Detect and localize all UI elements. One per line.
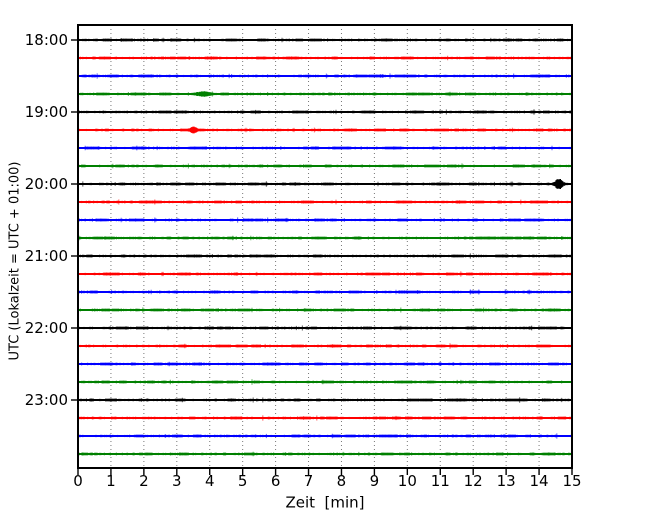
- x-tick-label-5: 5: [237, 472, 248, 490]
- y-tick-label-20:00: 20:00: [24, 175, 68, 193]
- x-tick-label-4: 4: [204, 472, 215, 490]
- x-tick-label-6: 6: [270, 472, 281, 490]
- x-tick-label-14: 14: [529, 472, 549, 490]
- x-tick-label-1: 1: [106, 472, 116, 490]
- plot-border: [77, 24, 573, 469]
- x-tick-label-2: 2: [139, 472, 149, 490]
- y-tick-label-21:00: 21:00: [24, 247, 68, 265]
- x-tick-label-10: 10: [397, 472, 417, 490]
- x-tick-label-12: 12: [463, 472, 483, 490]
- y-tick-label-19:00: 19:00: [24, 103, 68, 121]
- x-tick-label-11: 11: [430, 472, 450, 490]
- x-tick-label-15: 15: [562, 472, 582, 490]
- x-axis-title: Zeit [min]: [285, 493, 365, 512]
- seismic-event-marker-19:15: [185, 126, 202, 134]
- y-tick-label-18:00: 18:00: [24, 31, 68, 49]
- seismic-event-marker-20:00: [549, 179, 568, 189]
- x-tick-label-8: 8: [336, 472, 347, 490]
- seismic-event-marker-18:45: [185, 91, 221, 97]
- x-tick-label-7: 7: [303, 472, 314, 490]
- x-tick-label-3: 3: [172, 472, 182, 490]
- x-tick-label-0: 0: [73, 472, 83, 490]
- y-tick-label-22:00: 22:00: [24, 319, 68, 337]
- x-tick-label-9: 9: [369, 472, 380, 490]
- y-tick-label-23:00: 23:00: [24, 391, 68, 409]
- x-tick-label-13: 13: [496, 472, 516, 490]
